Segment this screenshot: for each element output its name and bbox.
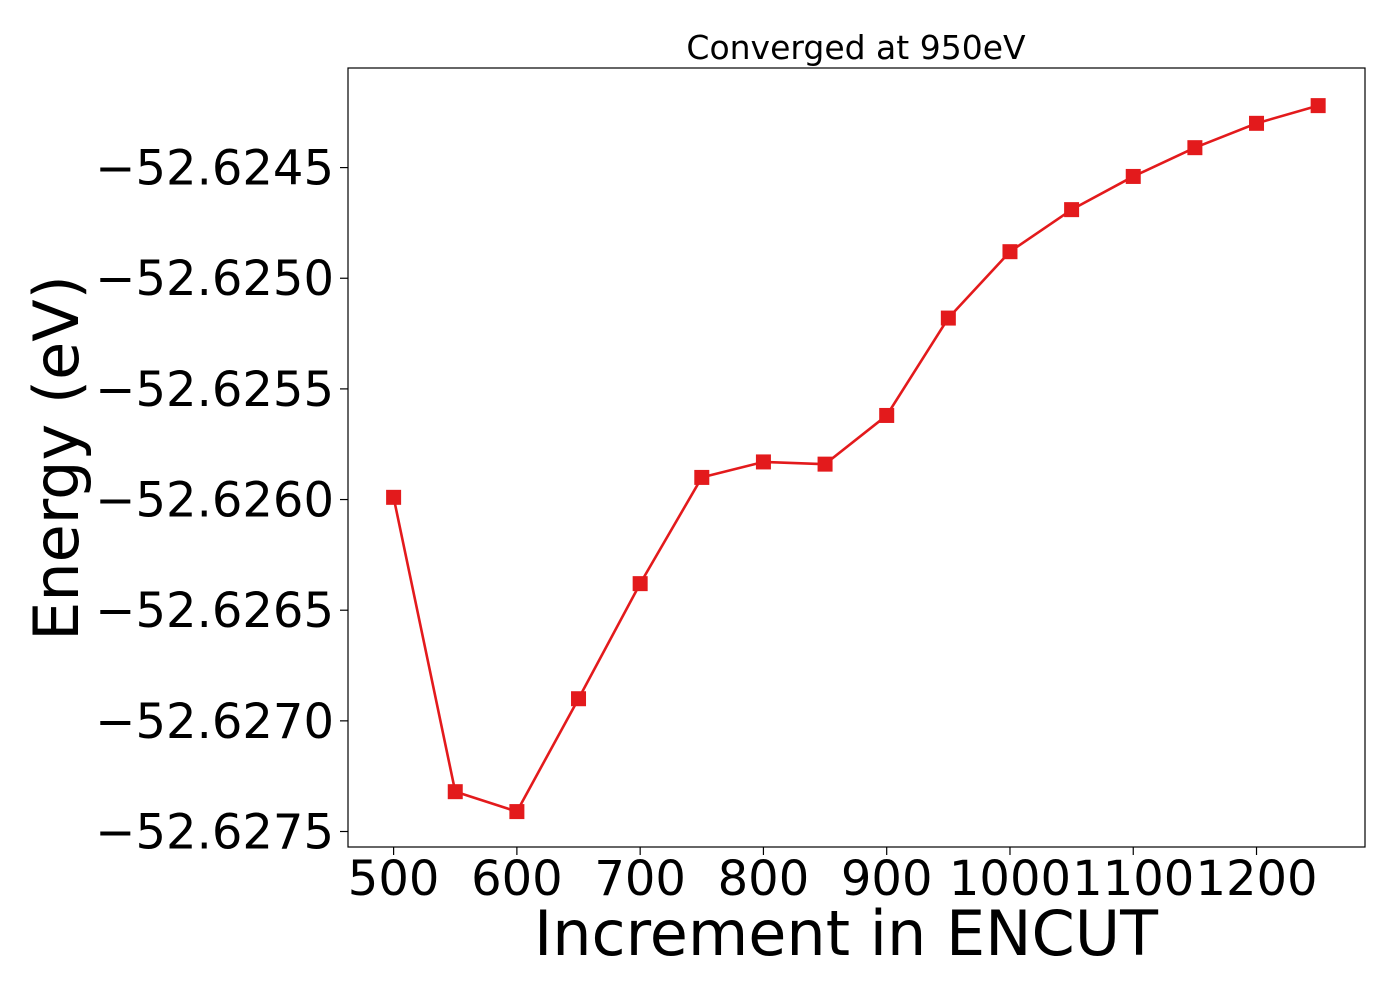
data-point-marker	[1187, 140, 1203, 156]
data-point-marker	[817, 456, 833, 472]
data-point-marker	[694, 469, 710, 485]
y-tick-label: −52.6260	[95, 473, 334, 529]
data-point-marker	[755, 454, 771, 470]
y-tick-label: −52.6270	[95, 694, 334, 750]
y-tick-label: −52.6250	[95, 251, 334, 307]
data-point-marker	[447, 784, 463, 800]
y-axis: −52.6245 −52.6250 −52.6255 −52.6260 −52.6265…	[95, 141, 348, 861]
plot-frame	[347, 67, 1366, 848]
chart-title: Converged at 950eV	[686, 28, 1026, 67]
data-point-marker	[940, 310, 956, 326]
x-tick-label: 1100	[1072, 851, 1194, 907]
x-tick-label: 500	[348, 851, 440, 907]
data-point-marker	[571, 691, 587, 707]
series-line	[392, 104, 1319, 813]
y-tick-label: −52.6275	[95, 805, 334, 861]
x-tick-label: 1000	[949, 851, 1071, 907]
y-tick-label: −52.6245	[95, 141, 334, 197]
x-tick-label: 900	[841, 851, 933, 907]
x-tick-label: 1200	[1195, 851, 1317, 907]
data-point-marker	[1064, 202, 1080, 218]
x-tick-label: 700	[594, 851, 686, 907]
data-point-marker	[1125, 168, 1141, 184]
x-tick-label: 600	[471, 851, 563, 907]
data-point-marker	[509, 804, 525, 820]
y-tick-label: −52.6255	[95, 362, 334, 418]
data-point-marker	[879, 407, 895, 423]
y-tick-label: −52.6265	[95, 583, 334, 639]
data-point-marker	[1249, 115, 1265, 131]
series-layer	[386, 98, 1326, 820]
x-axis: 500 600 700 800 900 1000 1100 1200	[348, 847, 1318, 907]
data-point-marker	[1002, 244, 1018, 260]
y-axis-label: Energy (eV)	[20, 275, 93, 641]
x-axis-label: Increment in ENCUT	[534, 897, 1159, 970]
data-point-marker	[386, 489, 402, 505]
data-point-marker	[1310, 98, 1326, 114]
x-tick-label: 800	[718, 851, 810, 907]
data-point-marker	[632, 576, 648, 592]
